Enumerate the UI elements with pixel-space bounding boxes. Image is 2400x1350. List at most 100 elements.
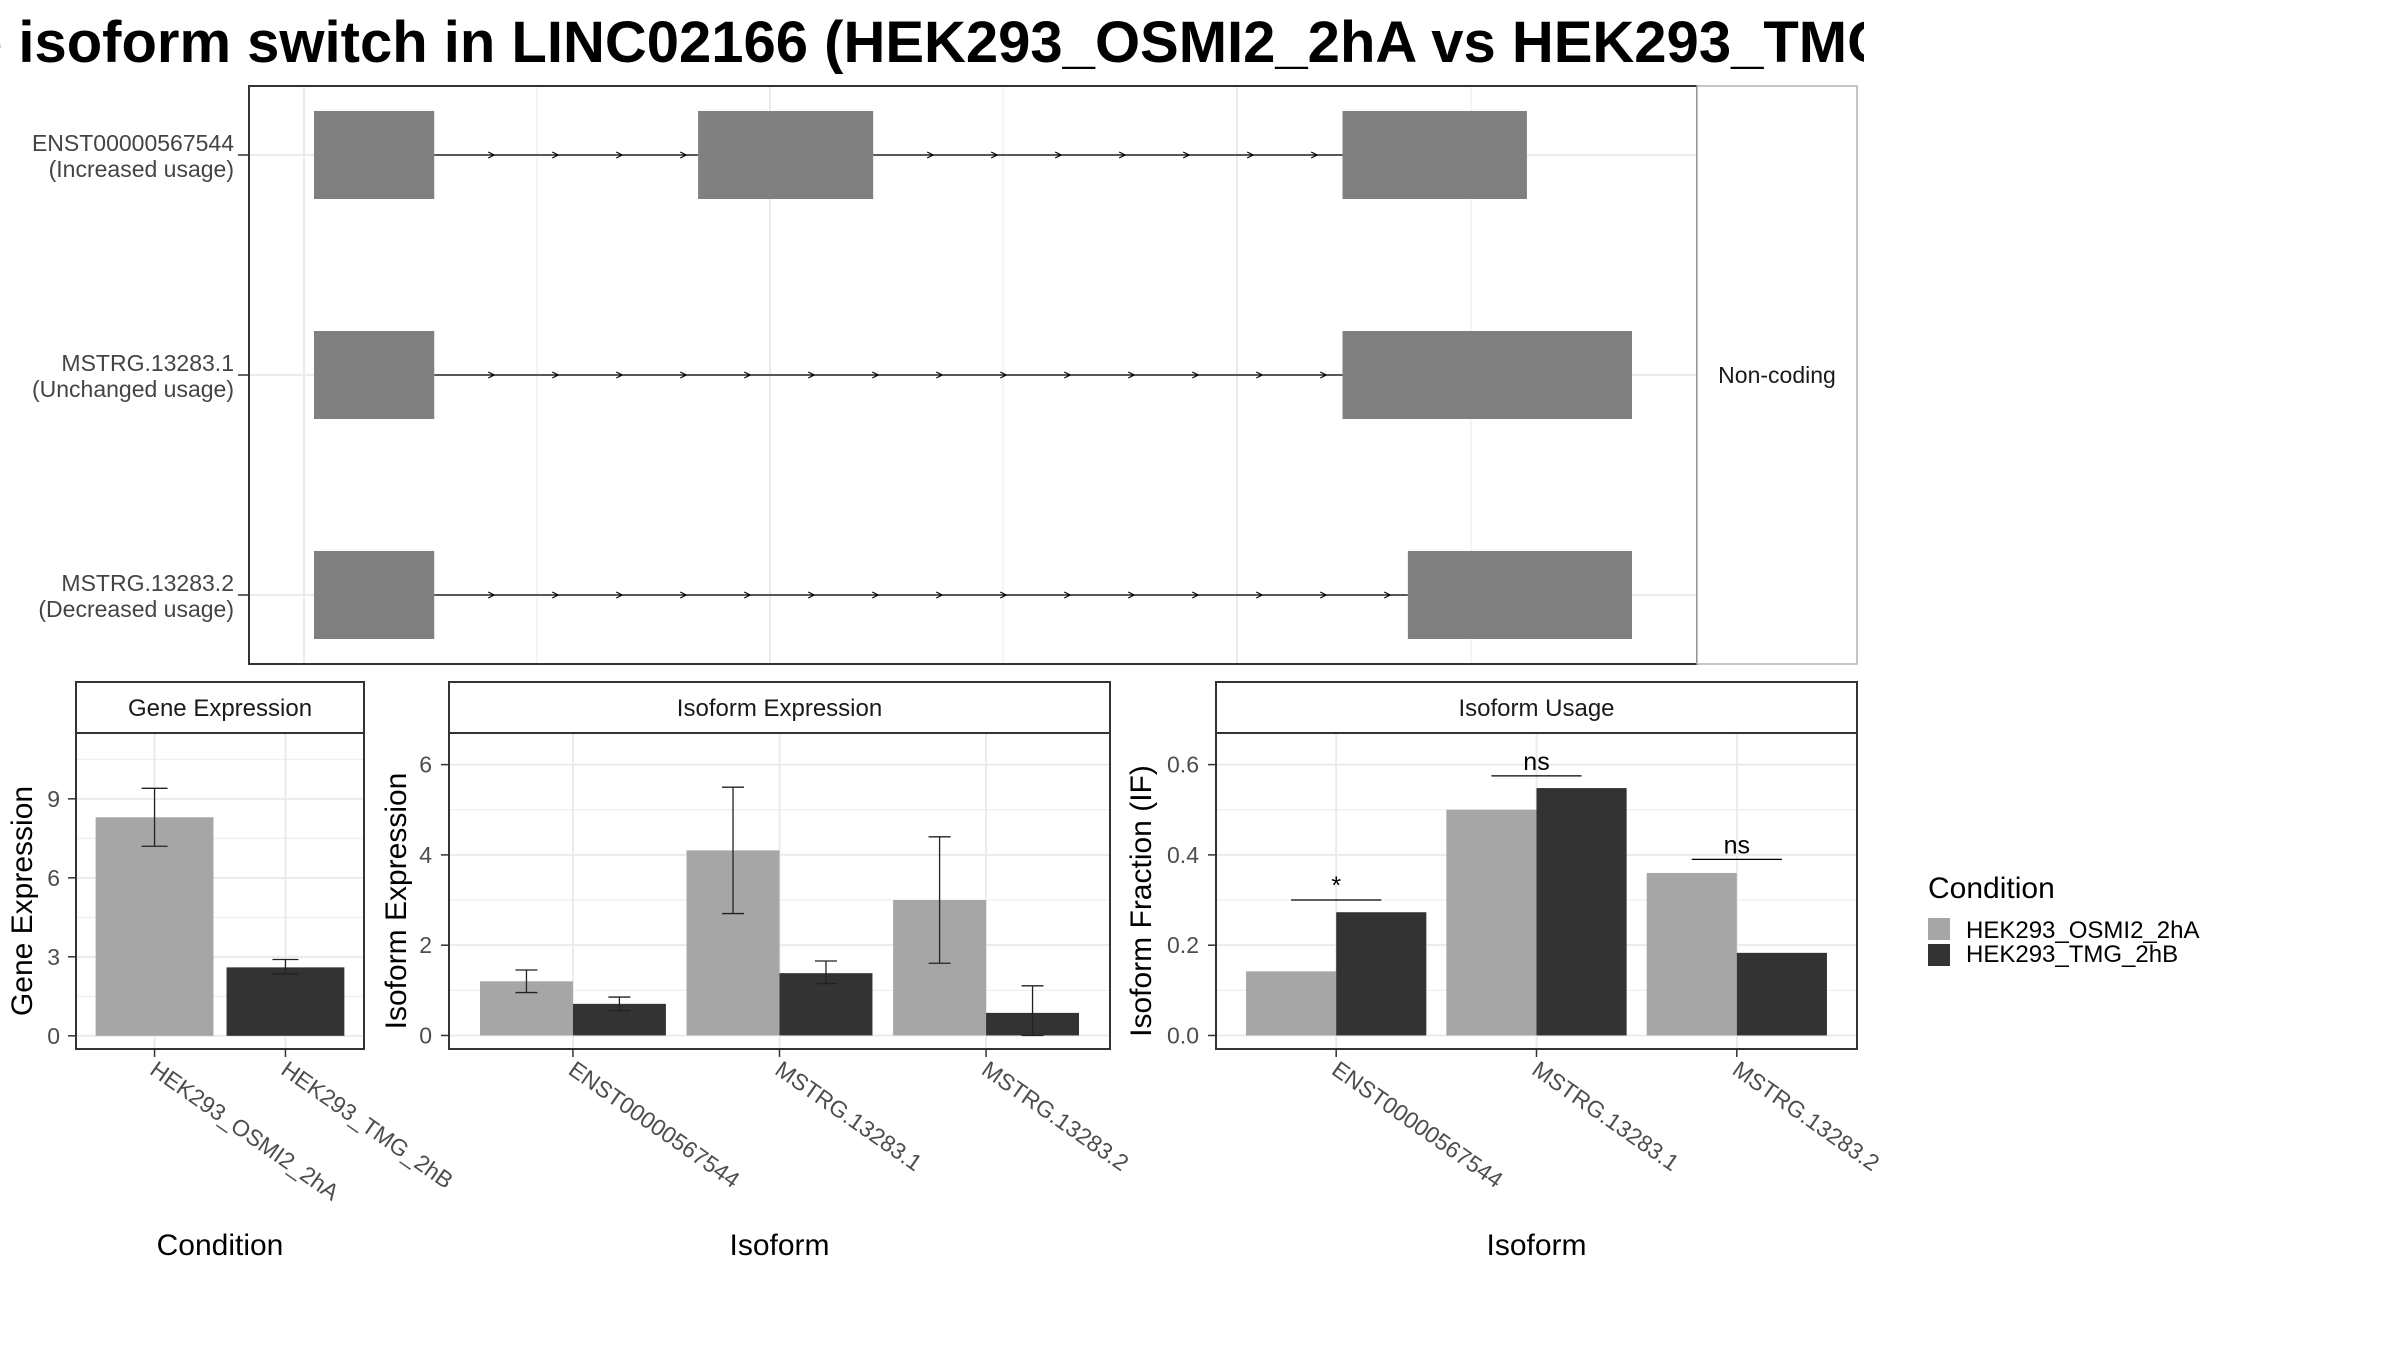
intron-arrow bbox=[487, 591, 496, 599]
intron-arrow bbox=[807, 371, 816, 379]
intron-arrow bbox=[999, 371, 1008, 379]
facet-strip bbox=[448, 681, 1111, 734]
y-tick-label: 9 bbox=[47, 786, 60, 812]
legend-title: Condition bbox=[1928, 872, 2055, 905]
bar bbox=[1646, 872, 1737, 1036]
intron-arrow bbox=[935, 371, 944, 379]
x-tick-label: ENST00000567544 bbox=[1327, 1056, 1508, 1193]
intron-arrow bbox=[679, 151, 688, 159]
transcript-id-label: ENST00000567544 bbox=[32, 130, 234, 156]
y-tick-label: 3 bbox=[47, 944, 60, 970]
x-tick-label: MSTRG.13283.1 bbox=[771, 1056, 927, 1176]
legend-swatch-tmg bbox=[1928, 944, 1950, 966]
exon-block bbox=[1342, 331, 1632, 419]
transcript-usage-label: (Increased usage) bbox=[49, 156, 234, 182]
bar bbox=[1736, 952, 1827, 1036]
intron-arrow bbox=[871, 371, 880, 379]
intron-arrow bbox=[487, 151, 496, 159]
intron-arrow bbox=[551, 591, 560, 599]
intron-arrow bbox=[1118, 151, 1127, 159]
intron-arrow bbox=[1063, 371, 1072, 379]
intron-arrow bbox=[1191, 371, 1200, 379]
bar bbox=[1336, 912, 1427, 1036]
exon-block bbox=[1407, 551, 1632, 639]
significance-label: ns bbox=[1523, 748, 1549, 776]
y-tick-label: 0 bbox=[419, 1022, 432, 1048]
intron-arrow bbox=[1054, 151, 1063, 159]
facet-strip-label: Non-coding bbox=[1718, 362, 1836, 388]
y-tick-label: 6 bbox=[47, 865, 60, 891]
intron-arrow bbox=[615, 371, 624, 379]
intron-arrow bbox=[990, 151, 999, 159]
intron-arrow bbox=[1063, 591, 1072, 599]
intron-arrow bbox=[1246, 151, 1255, 159]
intron-arrow bbox=[1383, 591, 1392, 599]
intron-arrow bbox=[743, 591, 752, 599]
facet-strip bbox=[1215, 681, 1858, 734]
intron-arrow bbox=[487, 371, 496, 379]
chart-title: e isoform switch in LINC02166 (HEK293_OS… bbox=[0, 10, 1864, 75]
exon-block bbox=[314, 551, 435, 639]
legend-swatch-osmi2 bbox=[1928, 918, 1950, 940]
bar bbox=[1446, 809, 1537, 1036]
intron-arrow bbox=[1319, 371, 1328, 379]
intron-arrow bbox=[743, 371, 752, 379]
x-axis-title: Isoform bbox=[1486, 1229, 1586, 1262]
intron-arrow bbox=[1127, 371, 1136, 379]
y-tick-label: 4 bbox=[419, 842, 432, 868]
y-tick-label: 0 bbox=[47, 1023, 60, 1049]
y-tick-label: 0.4 bbox=[1167, 842, 1199, 868]
intron-arrow bbox=[551, 371, 560, 379]
intron-arrow bbox=[679, 371, 688, 379]
facet-strip-label: Gene Expression bbox=[128, 695, 312, 722]
intron-arrow bbox=[1255, 591, 1264, 599]
intron-arrow bbox=[1319, 591, 1328, 599]
x-axis-title: Isoform bbox=[729, 1229, 829, 1262]
intron-arrow bbox=[935, 591, 944, 599]
y-tick-label: 2 bbox=[419, 932, 432, 958]
exon-block bbox=[698, 111, 874, 199]
legend-label-osmi2: HEK293_OSMI2_2hA bbox=[1966, 917, 2199, 944]
bar bbox=[1536, 788, 1627, 1036]
legend-label-tmg: HEK293_TMG_2hB bbox=[1966, 941, 2178, 968]
intron-arrow bbox=[679, 591, 688, 599]
x-tick-label: MSTRG.13283.2 bbox=[977, 1056, 1133, 1176]
y-axis-title: Isoform Expression bbox=[380, 773, 413, 1030]
intron-arrow bbox=[615, 151, 624, 159]
facet-strip-label: Isoform Expression bbox=[677, 695, 882, 722]
transcript-id-label: MSTRG.13283.1 bbox=[61, 350, 234, 376]
page-title: e isoform switch in LINC02166 (HEK293_OS… bbox=[0, 6, 1864, 86]
transcript-id-label: MSTRG.13283.2 bbox=[61, 570, 234, 596]
intron-arrow bbox=[999, 591, 1008, 599]
intron-arrow bbox=[1255, 371, 1264, 379]
exon-block bbox=[314, 111, 435, 199]
transcript-usage-label: (Unchanged usage) bbox=[32, 376, 234, 402]
intron-arrow bbox=[807, 591, 816, 599]
y-tick-label: 0.0 bbox=[1167, 1022, 1199, 1048]
y-axis-title: Gene Expression bbox=[6, 786, 39, 1016]
x-axis-title: Condition bbox=[157, 1229, 284, 1262]
intron-arrow bbox=[615, 591, 624, 599]
intron-arrow bbox=[1127, 591, 1136, 599]
facet-strip bbox=[75, 681, 365, 734]
intron-arrow bbox=[1191, 591, 1200, 599]
bar bbox=[1246, 971, 1337, 1036]
exon-block bbox=[1342, 111, 1527, 199]
exon-block bbox=[314, 331, 435, 419]
significance-label: * bbox=[1331, 872, 1341, 900]
y-axis-title: Isoform Fraction (IF) bbox=[1125, 765, 1158, 1037]
transcript-usage-label: (Decreased usage) bbox=[38, 596, 234, 622]
significance-label: ns bbox=[1724, 831, 1750, 859]
intron-arrow bbox=[871, 591, 880, 599]
intron-arrow bbox=[1182, 151, 1191, 159]
bar bbox=[226, 967, 345, 1036]
intron-arrow bbox=[1310, 151, 1319, 159]
intron-arrow bbox=[926, 151, 935, 159]
x-tick-label: MSTRG.13283.1 bbox=[1528, 1056, 1684, 1176]
y-tick-label: 6 bbox=[419, 752, 432, 778]
bar bbox=[95, 817, 214, 1036]
x-tick-label: ENST00000567544 bbox=[564, 1056, 745, 1193]
x-tick-label: MSTRG.13283.2 bbox=[1728, 1056, 1884, 1176]
y-tick-label: 0.2 bbox=[1167, 932, 1199, 958]
